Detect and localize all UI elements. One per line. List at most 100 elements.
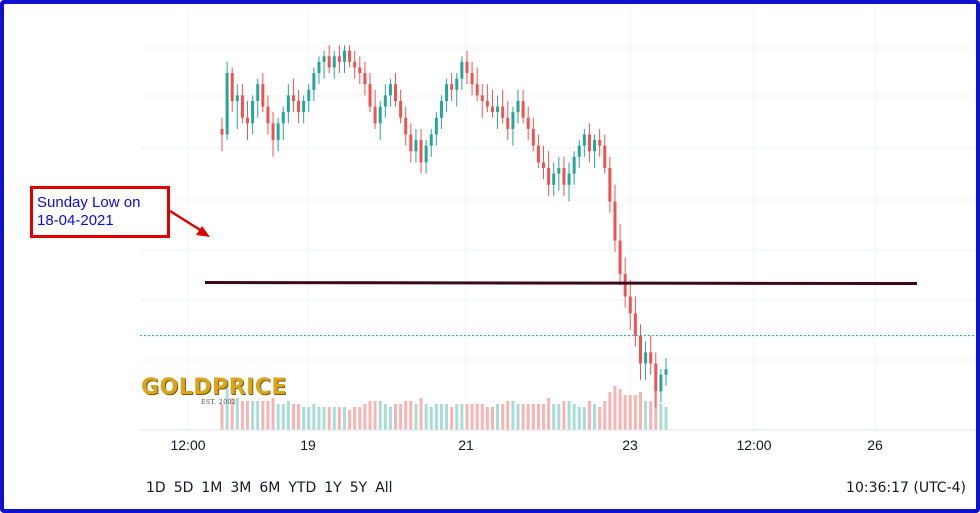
range-button-6m[interactable]: 6M [259,480,281,496]
volume-bar [317,407,321,430]
candle-body [414,140,418,152]
candle-body [271,123,275,141]
candle-body [445,84,449,101]
range-button-1m[interactable]: 1M [201,480,223,496]
volume-bar [368,401,372,430]
range-button-all[interactable]: All [375,480,393,496]
candle-body [317,61,321,74]
volume-bar [654,392,658,430]
candle-body [480,95,484,101]
candle-body [246,117,250,124]
volume-bar [286,401,290,430]
candle-body [582,134,586,146]
candle-body [383,95,387,107]
candle-body [455,78,459,90]
candle-body [608,168,612,202]
candle-body [460,61,464,79]
candle-body [501,106,505,118]
candle-body [603,145,607,169]
candle-body [394,84,398,101]
volume-bar [251,401,255,430]
volume-bar [322,407,326,430]
candle-body [490,106,494,113]
volume-bar [501,404,505,430]
range-button-3m[interactable]: 3M [230,480,252,496]
volume-bar [582,407,586,430]
annotation-arrow-head [196,226,210,237]
candle-body [276,123,280,141]
volume-bar [230,398,234,430]
volume-bar [348,410,352,430]
volume-bar [434,404,438,430]
logo-est: EST. 2002 [201,399,237,406]
candle-body [618,240,622,275]
volume-bar [598,407,602,430]
volume-bar [409,401,413,430]
volume-bar [312,404,316,430]
volume-bar [429,407,433,430]
range-button-1d[interactable]: 1D [146,480,166,496]
volume-bar [378,401,382,430]
candle-body [363,73,367,85]
annotation-line-2: 18-04-2021 [37,212,114,229]
candle-body [450,84,454,90]
candle-body [434,117,438,135]
candle-body [261,84,265,107]
volume-bar [363,404,367,430]
volume-bar [587,401,591,430]
volume-bar [256,401,260,430]
candle-body [424,145,428,163]
volume-bar [490,407,494,430]
candle-body [598,140,602,146]
candle-body [628,296,632,314]
volume-bar [638,392,642,430]
volume-bar [307,407,311,430]
candle-body [654,363,658,392]
x-tick-label: 21 [458,437,474,453]
candle-body [220,128,224,135]
candle-body [332,56,336,68]
volume-bar [577,407,581,430]
volume-bar [342,407,346,430]
range-button-5y[interactable]: 5Y [349,480,368,496]
candle-body [587,134,591,152]
candle-body [419,140,423,163]
volume-bar [542,404,546,430]
range-button-1y[interactable]: 1Y [324,480,342,496]
volume-bar [399,404,403,430]
candle-body [526,117,530,129]
volume-bar [261,401,265,430]
candle-body [562,168,566,185]
candle-body [659,374,663,392]
x-tick-label: 26 [867,437,883,453]
candle-body [388,84,392,96]
range-button-ytd[interactable]: YTD [288,480,317,496]
goldprice-logo: GOLDPRICE EST. 2002 [141,375,306,415]
candle-body [337,56,341,62]
volume-bar [511,401,515,430]
candle-body [506,117,510,129]
candle-body [307,89,311,101]
clock-readout: 10:36:17 (UTC-4) [846,480,966,496]
candle-body [664,369,668,375]
volume-bar [496,404,500,430]
candle-body [256,84,260,101]
volume-bar [470,404,474,430]
grid [140,6,976,430]
volume-bar [562,401,566,430]
candle-body [378,106,382,124]
candle-body [577,145,581,157]
volume-bar [445,404,449,430]
candle-body [348,50,352,62]
volume-bar [404,401,408,430]
candle-body [429,134,433,146]
volume-bar [475,404,479,430]
candle-body [542,162,546,169]
candle-body [465,61,469,74]
volume-bar [353,407,357,430]
volume-bar [373,401,377,430]
volume-bar [506,401,510,430]
volume-bar [603,401,607,430]
range-button-5d[interactable]: 5D [173,480,194,496]
